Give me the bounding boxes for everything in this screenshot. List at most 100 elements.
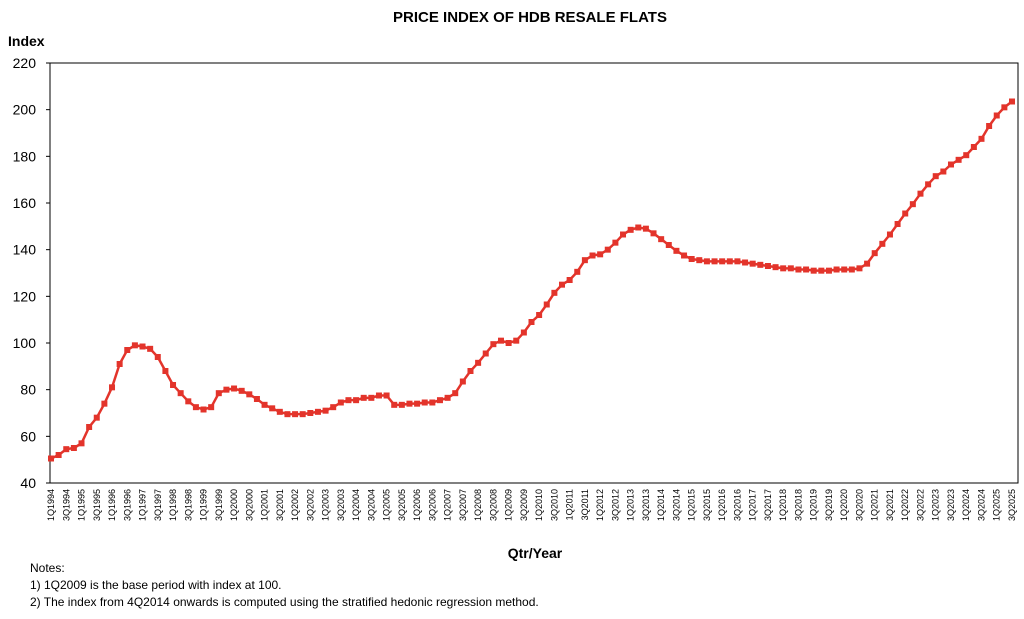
marker	[742, 259, 749, 266]
y-tick-label: 120	[13, 288, 37, 304]
marker	[886, 231, 893, 238]
x-tick-label: 3Q2020	[854, 489, 864, 521]
x-tick-label: 1Q2019	[809, 489, 819, 521]
x-tick-label: 1Q2022	[900, 489, 910, 521]
marker	[215, 390, 222, 397]
marker	[673, 247, 680, 254]
x-tick-label: 3Q2006	[427, 489, 437, 521]
y-tick-label: 60	[20, 428, 36, 444]
x-tick-label: 3Q2008	[488, 489, 498, 521]
marker	[833, 266, 840, 273]
marker	[856, 265, 863, 272]
marker	[162, 368, 169, 374]
marker	[231, 385, 238, 392]
marker	[795, 266, 802, 273]
x-tick-label: 1Q1998	[168, 489, 178, 521]
marker	[459, 378, 466, 385]
marker	[48, 455, 54, 462]
marker	[604, 246, 611, 253]
marker	[986, 123, 993, 129]
marker	[208, 404, 215, 411]
marker	[864, 260, 871, 267]
x-tick-label: 1Q2020	[839, 489, 849, 521]
marker	[627, 226, 634, 233]
x-tick-label: 3Q2009	[519, 489, 529, 521]
marker	[688, 256, 695, 262]
x-tick-label: 3Q2004	[366, 489, 376, 521]
marker	[276, 408, 283, 415]
marker	[353, 397, 360, 404]
marker	[642, 225, 649, 232]
marker	[841, 266, 848, 273]
x-tick-label: 3Q2012	[610, 489, 620, 521]
note: 1) 1Q2009 is the base period with index …	[30, 578, 282, 592]
marker	[444, 394, 451, 401]
marker	[368, 394, 375, 401]
x-tick-label: 3Q2003	[336, 489, 346, 521]
marker	[848, 266, 855, 273]
marker	[749, 260, 756, 267]
marker	[246, 391, 253, 398]
x-tick-label: 3Q2021	[885, 489, 895, 521]
marker	[612, 239, 619, 246]
chart-title: PRICE INDEX OF HDB RESALE FLATS	[393, 9, 667, 26]
marker	[932, 173, 939, 180]
marker	[520, 329, 527, 336]
x-tick-label: 3Q2016	[732, 489, 742, 521]
y-axis-label: Index	[8, 33, 45, 49]
x-tick-label: 3Q2024	[976, 489, 986, 521]
x-tick-label: 1Q1996	[107, 489, 117, 521]
marker	[467, 368, 474, 374]
marker	[330, 404, 337, 411]
x-tick-label: 3Q1997	[153, 489, 163, 521]
x-tick-label: 3Q2005	[397, 489, 407, 521]
marker	[970, 144, 977, 150]
marker	[185, 398, 192, 405]
x-tick-label: 3Q2015	[702, 489, 712, 521]
y-tick-label: 160	[13, 195, 37, 211]
marker	[109, 384, 116, 391]
marker	[947, 161, 954, 168]
marker	[398, 401, 405, 408]
y-tick-label: 140	[13, 242, 37, 258]
marker	[475, 359, 482, 366]
marker	[170, 382, 177, 388]
x-tick-label: 1Q2012	[595, 489, 605, 521]
marker	[505, 340, 512, 346]
marker	[337, 399, 344, 406]
marker	[810, 267, 817, 274]
x-tick-label: 3Q2013	[641, 489, 651, 521]
marker	[787, 265, 794, 272]
x-tick-label: 1Q1997	[138, 489, 148, 521]
marker	[238, 387, 245, 394]
marker	[703, 258, 710, 265]
marker	[993, 112, 1000, 119]
marker	[116, 361, 123, 367]
marker	[955, 156, 962, 163]
marker	[63, 446, 70, 453]
marker	[421, 399, 428, 406]
marker	[292, 411, 299, 418]
marker	[925, 181, 932, 188]
x-tick-label: 1Q2014	[656, 489, 666, 521]
marker	[917, 190, 924, 197]
marker	[780, 265, 787, 272]
x-tick-label: 3Q2023	[946, 489, 956, 521]
x-tick-label: 1Q2023	[931, 489, 941, 521]
marker	[406, 400, 413, 407]
x-tick-label: 3Q2022	[915, 489, 925, 521]
marker	[620, 231, 627, 238]
marker	[147, 345, 154, 352]
marker	[513, 337, 520, 344]
marker	[681, 252, 688, 259]
x-tick-label: 1Q2006	[412, 489, 422, 521]
marker	[101, 400, 108, 407]
marker	[490, 341, 497, 348]
marker	[497, 337, 504, 344]
marker	[978, 135, 985, 142]
marker	[528, 319, 535, 325]
marker	[93, 414, 100, 421]
y-tick-label: 40	[20, 475, 36, 491]
marker	[345, 397, 352, 404]
y-tick-label: 220	[13, 55, 37, 71]
